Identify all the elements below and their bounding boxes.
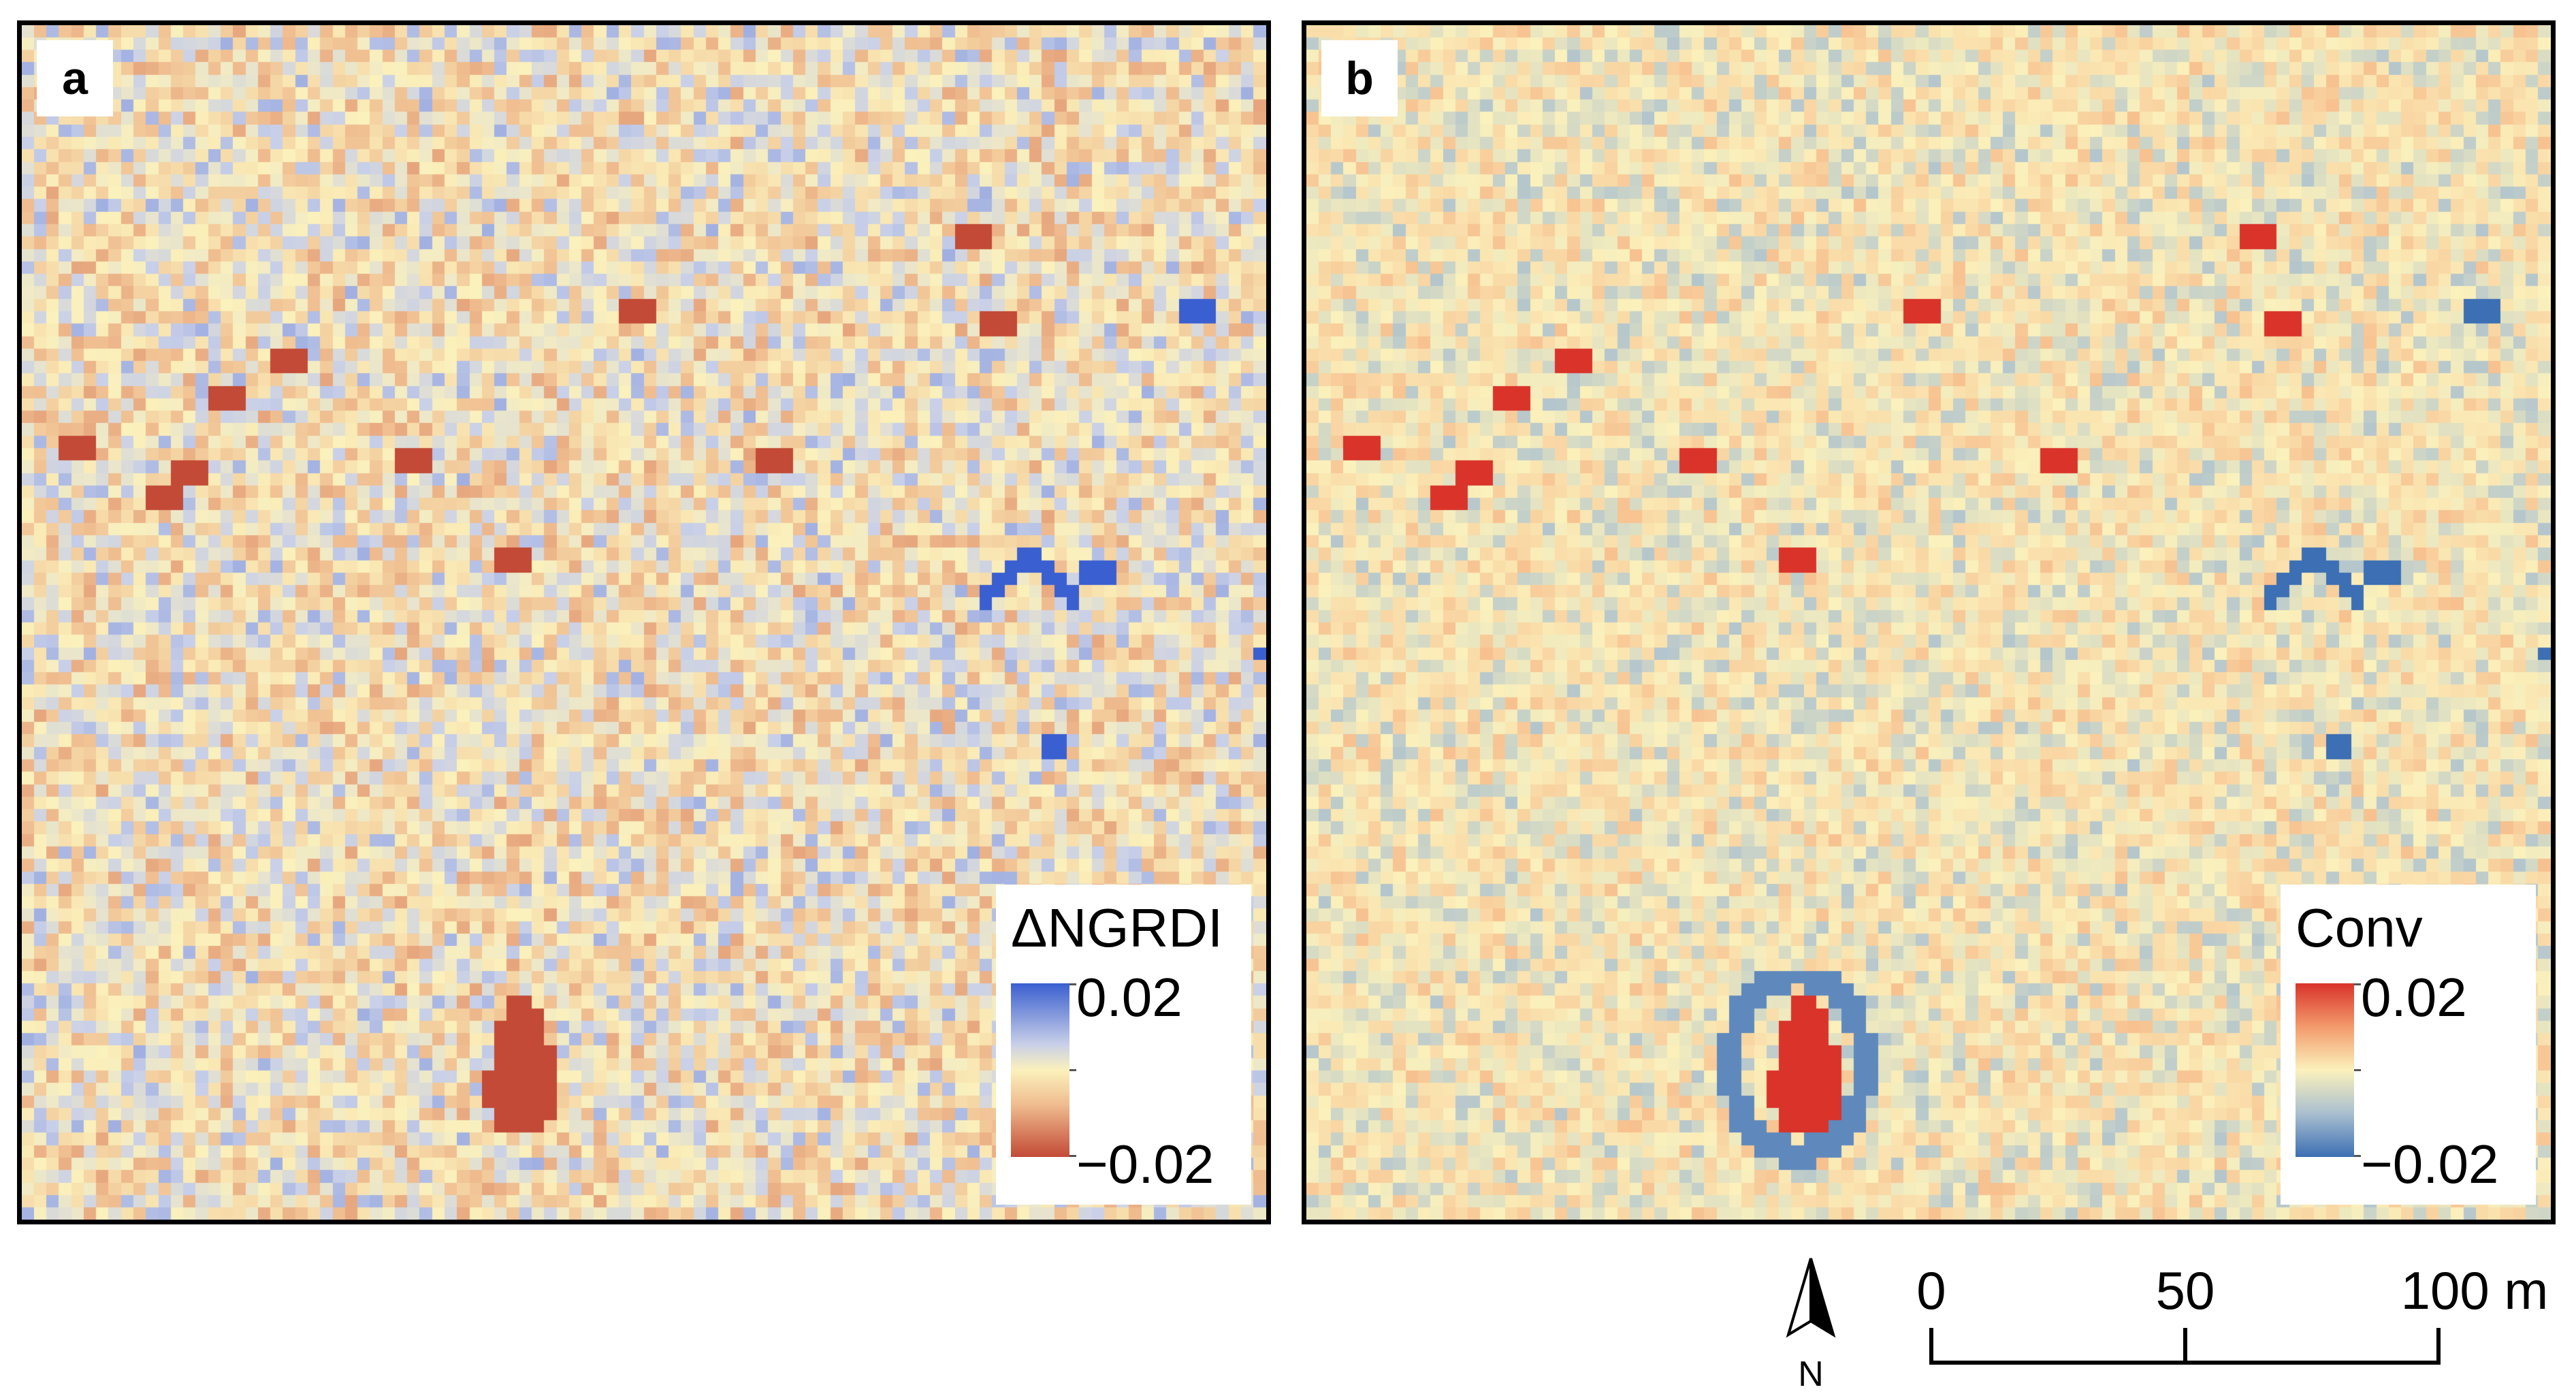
legend-title: ΔNGRDI xyxy=(1011,898,1223,958)
scale-bar-tick xyxy=(2183,1328,2187,1365)
legend-title: Conv xyxy=(2296,898,2423,958)
legend-min-label: −0.02 xyxy=(1076,1134,1214,1194)
legend-color-ramp xyxy=(1011,983,1069,1157)
legend-color-ramp xyxy=(2296,983,2354,1157)
legend-max-label: 0.02 xyxy=(1076,967,1182,1028)
scale-bar: 0 50 100 m xyxy=(1893,1260,2573,1396)
panel-label-b: b xyxy=(1321,40,1398,116)
scale-tick-label: 100 m xyxy=(2400,1260,2549,1320)
panel-label-a: a xyxy=(37,40,113,116)
scale-tick-label: 50 xyxy=(2155,1260,2215,1320)
map-panel-a: a ΔNGRDI 0.02 −0.02 xyxy=(17,20,1271,1224)
legend-ngrdi: ΔNGRDI 0.02 −0.02 xyxy=(996,885,1251,1205)
legend-max-label: 0.02 xyxy=(2361,967,2467,1028)
legend-tick xyxy=(2354,1155,2361,1157)
scale-bar-tick xyxy=(2436,1328,2441,1365)
legend-conv: Conv 0.02 −0.02 xyxy=(2281,885,2536,1205)
legend-tick xyxy=(1069,1069,1076,1071)
map-panel-b: b Conv 0.02 −0.02 xyxy=(1302,20,2556,1224)
legend-tick xyxy=(2354,983,2361,985)
north-label: N xyxy=(1798,1354,1824,1393)
scale-tick-label: 0 xyxy=(1916,1260,1946,1320)
legend-tick xyxy=(1069,1155,1076,1157)
legend-min-label: −0.02 xyxy=(2361,1134,2499,1194)
legend-tick xyxy=(2354,1069,2361,1071)
north-arrow-icon: N xyxy=(1786,1258,1836,1393)
legend-tick xyxy=(1069,983,1076,985)
scale-bar-tick xyxy=(1929,1328,1933,1365)
